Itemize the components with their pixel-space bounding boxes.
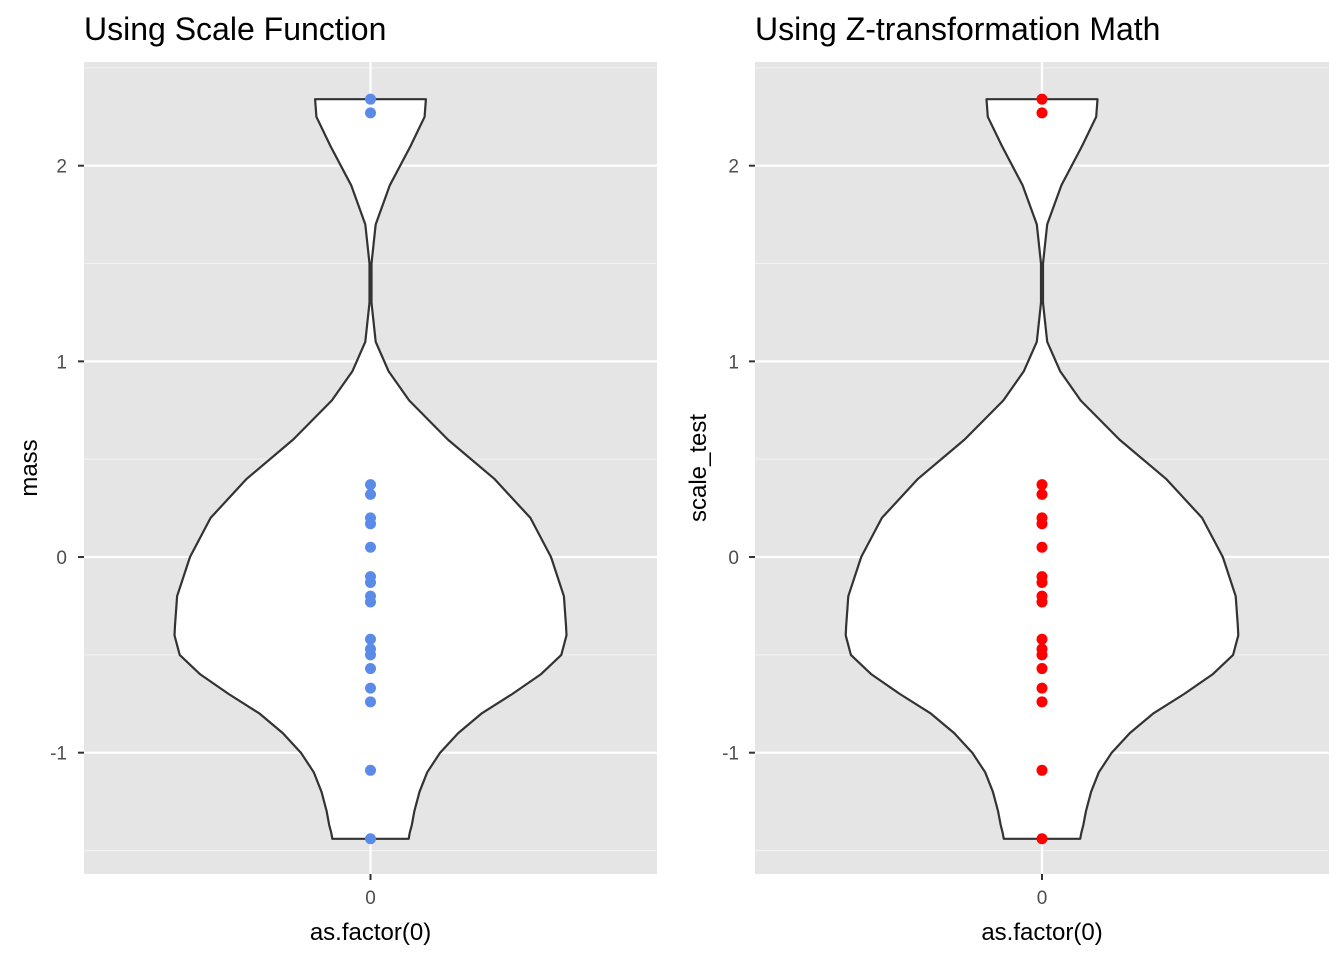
chart-title: Using Z-transformation Math xyxy=(755,11,1160,47)
data-point xyxy=(365,633,376,645)
y-tick-label: -1 xyxy=(50,744,67,765)
right-chart-panel: -1 0 1 2 0 Using Z-transformation Math as.f… xyxy=(685,11,1329,946)
y-tick-label: 0 xyxy=(56,548,67,569)
data-point xyxy=(1036,596,1048,608)
data-point xyxy=(365,488,376,500)
data-point xyxy=(365,518,376,530)
data-point xyxy=(365,576,376,588)
data-point xyxy=(1036,764,1048,776)
y-axis-ticks: -1 0 1 2 xyxy=(50,157,84,765)
y-axis-title: scale_test xyxy=(685,414,712,522)
y-tick-label: 2 xyxy=(728,157,739,178)
data-point xyxy=(1036,107,1048,119)
violin-shape xyxy=(844,98,1240,840)
left-chart-panel: -1 0 1 2 0 Using Scale Function as.factor(0… xyxy=(16,11,657,946)
violin-shape xyxy=(173,98,568,840)
data-point xyxy=(365,479,376,491)
data-point xyxy=(365,833,376,845)
x-axis-title: as.factor(0) xyxy=(981,919,1102,946)
x-axis-ticks: 0 xyxy=(365,874,376,909)
x-axis-title: as.factor(0) xyxy=(310,919,431,946)
data-point xyxy=(365,541,376,553)
data-point xyxy=(365,682,376,694)
data-points xyxy=(365,93,376,845)
y-axis-title: mass xyxy=(16,439,43,496)
y-tick-label: 1 xyxy=(728,352,739,373)
x-tick-label: 0 xyxy=(1037,888,1048,909)
data-point xyxy=(1036,833,1048,845)
data-point xyxy=(365,596,376,608)
data-point xyxy=(1036,696,1048,708)
y-tick-label: -1 xyxy=(722,744,739,765)
data-point xyxy=(365,696,376,708)
y-tick-label: 0 xyxy=(728,548,739,569)
data-point xyxy=(1036,633,1048,645)
data-point xyxy=(365,93,376,105)
x-axis-ticks: 0 xyxy=(1037,874,1048,909)
data-point xyxy=(1036,541,1048,553)
data-point xyxy=(365,663,376,675)
data-point xyxy=(1036,518,1048,530)
data-point xyxy=(1036,682,1048,694)
y-tick-label: 2 xyxy=(56,157,67,178)
data-point xyxy=(1036,649,1048,661)
data-point xyxy=(365,107,376,119)
data-point xyxy=(1036,663,1048,675)
data-point xyxy=(365,764,376,776)
y-axis-ticks: -1 0 1 2 xyxy=(722,157,755,765)
chart-title: Using Scale Function xyxy=(84,11,386,47)
data-point xyxy=(1036,479,1048,491)
x-tick-label: 0 xyxy=(365,888,376,909)
data-points xyxy=(1036,93,1048,845)
data-point xyxy=(1036,93,1048,105)
y-tick-label: 1 xyxy=(56,352,67,373)
data-point xyxy=(1036,576,1048,588)
data-point xyxy=(1036,488,1048,500)
data-point xyxy=(365,649,376,661)
